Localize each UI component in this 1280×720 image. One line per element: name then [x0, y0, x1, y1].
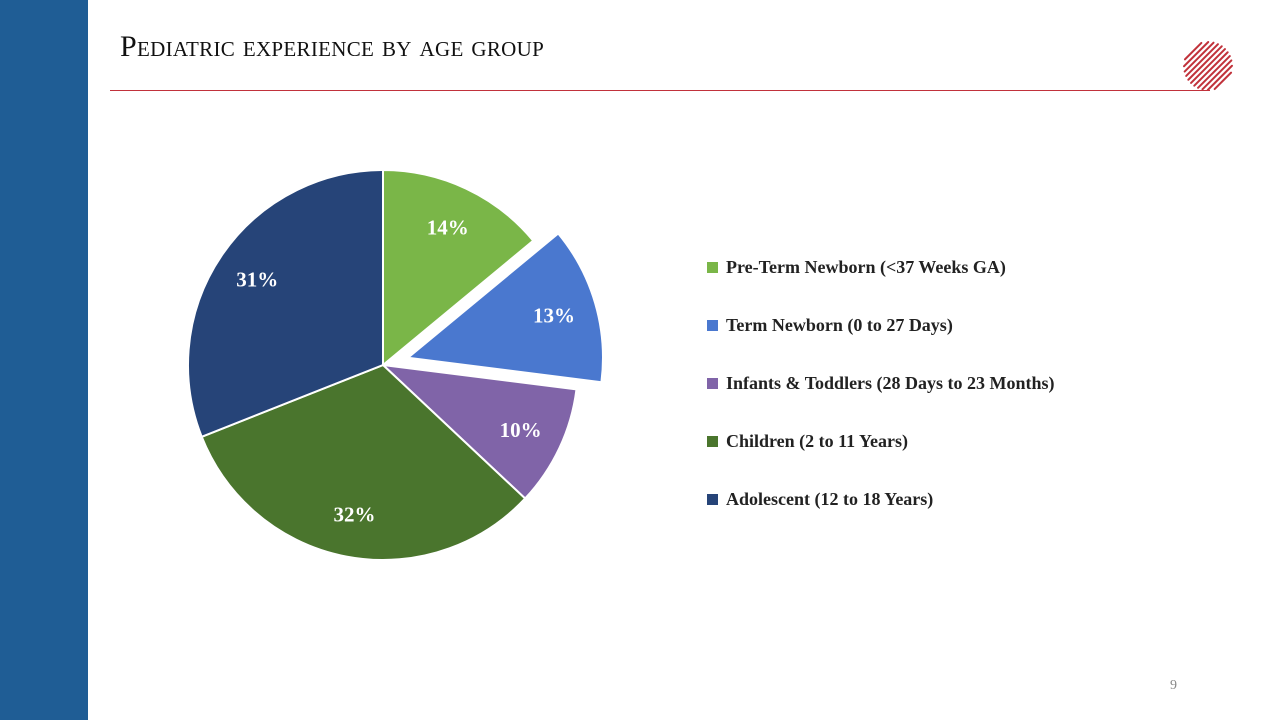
legend-swatch — [707, 493, 718, 505]
legend-label: Pre-Term Newborn (<37 Weeks GA) — [726, 256, 1006, 277]
pie-slice — [405, 232, 604, 384]
legend-swatch — [707, 319, 718, 331]
legend-label: Term Newborn (0 to 27 Days) — [726, 314, 953, 335]
legend-label: Adolescent (12 to 18 Years) — [726, 488, 934, 509]
logo-stroke — [1190, 48, 1226, 84]
pie-slice — [380, 363, 578, 500]
logo-stroke — [1187, 45, 1223, 81]
legend-item: Adolescent (12 to 18 Years) — [707, 470, 1055, 528]
slide-title: Pediatric experience by age group — [120, 30, 545, 63]
scribble-sphere-logo-icon — [1183, 41, 1233, 91]
logo-stroke — [1183, 41, 1210, 68]
legend-label: Children (2 to 11 Years) — [726, 430, 908, 451]
legend-item: Infants & Toddlers (28 Days to 23 Months… — [707, 354, 1055, 412]
slice-data-label: 10% — [500, 418, 542, 442]
legend-item: Term Newborn (0 to 27 Days) — [707, 296, 1055, 354]
logo-stroke — [1185, 43, 1219, 77]
legend-item: Children (2 to 11 Years) — [707, 412, 1055, 470]
legend-swatch — [707, 261, 718, 273]
page-number: 9 — [1170, 678, 1177, 693]
logo-stroke — [1197, 55, 1231, 89]
logo-stroke — [1183, 41, 1203, 61]
logo-stroke — [1206, 64, 1233, 91]
title-rule — [110, 90, 1210, 91]
logo-stroke — [1201, 59, 1233, 91]
pie-slice — [382, 168, 535, 368]
logo-stroke — [1193, 51, 1229, 87]
legend-swatch — [707, 377, 718, 389]
pie-slice — [187, 168, 384, 439]
logo-stroke — [1213, 71, 1233, 91]
slice-data-label: 31% — [236, 268, 278, 292]
slice-data-label: 32% — [333, 502, 375, 526]
chart-legend: Pre-Term Newborn (<37 Weeks GA) Term Newb… — [707, 238, 1055, 528]
slice-data-label: 13% — [533, 303, 575, 327]
legend-swatch — [707, 435, 718, 447]
legend-item: Pre-Term Newborn (<37 Weeks GA) — [707, 238, 1055, 296]
legend-label: Infants & Toddlers (28 Days to 23 Months… — [726, 372, 1055, 393]
side-bar — [0, 0, 88, 720]
pie-slice — [200, 363, 527, 561]
slice-data-label: 14% — [427, 215, 469, 239]
logo-stroke — [1183, 41, 1215, 73]
pie-chart: 14% 13% 10% 32% 31% — [187, 168, 604, 561]
